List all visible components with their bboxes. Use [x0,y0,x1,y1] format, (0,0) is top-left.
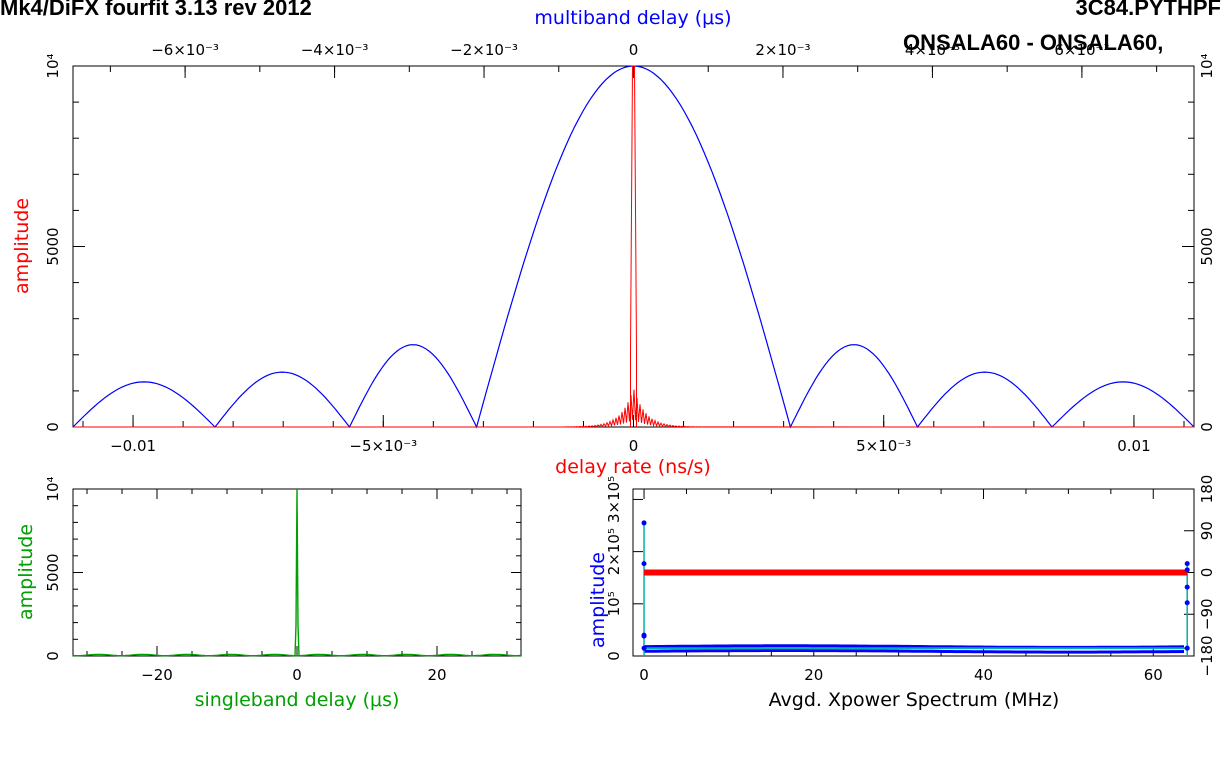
header-right-title: 3C84.PYTHPF [1076,0,1222,20]
main-ytick-label: 5000 [44,227,62,265]
xpower-y2tick-label: −180 [1198,635,1216,676]
main-ylabel: amplitude [11,198,33,294]
xpower-amplitude-point [1184,584,1190,590]
main-top-xtick-label: −2×10⁻³ [450,41,518,59]
main-top-xtick-label: −6×10⁻³ [151,41,219,59]
main-bottom-xtick-label: 5×10⁻³ [856,437,911,455]
singleband-xtick-label: 0 [292,666,302,684]
singleband-ytick-label: 5000 [44,553,62,591]
main-top-xtick-label: −4×10⁻³ [301,41,369,59]
singleband-ylabel: amplitude [15,524,37,620]
xpower-xtick-label: 60 [1144,666,1163,684]
main-bottom-xlabel: delay rate (ns/s) [555,456,711,478]
singleband-ytick-label: 0 [44,651,62,661]
xpower-amplitude-point [641,561,647,567]
xpower-amplitude-band-top [644,644,1185,649]
xpower-amplitude-point [1184,567,1190,573]
main-bottom-xtick-label: −5×10⁻³ [349,437,417,455]
xpower-amplitude-point [1184,600,1190,606]
main-ytick-label-right: 5000 [1198,227,1216,265]
xpower-y2tick-label: 180 [1198,475,1216,504]
xpower-ticks: 0 20 40 60 0 10⁵ 2×10⁵ 3×10⁵ −180 −90 0 90 180 [605,475,1216,684]
delay-rate-series [73,65,1195,428]
main-bottom-xtick-label: −0.01 [110,437,156,455]
singleband-xtick-label: 20 [427,666,446,684]
xpower-amplitude-point [641,645,647,651]
main-top-xtick-label: 2×10⁻³ [755,41,810,59]
xpower-amplitude-point [641,633,647,639]
singleband-xlabel: singleband delay (μs) [195,689,400,711]
xpower-xtick-label: 0 [639,666,649,684]
xpower-amplitude-point [1184,645,1190,651]
xpower-ylabel: amplitude [587,552,609,648]
main-bottom-xtick-label: 0.01 [1117,437,1150,455]
main-bottom-xtick-label: 0 [629,437,639,455]
xpower-series [641,520,1190,656]
main-ytick-label: 0 [44,422,62,432]
singleband-ytick-label: 10⁴ [44,476,62,501]
xpower-y2tick-label: 0 [1198,568,1216,578]
xpower-xtick-label: 20 [804,666,823,684]
xpower-ytick-label: 2×10⁵ [605,528,623,575]
main-top-xlabel: multiband delay (μs) [534,7,731,29]
xpower-ytick-label: 10⁵ [605,591,623,616]
header-left-title: Mk4/DiFX fourfit 3.13 rev 2012 [0,0,312,20]
main-ytick-label-right: 0 [1198,422,1216,432]
xpower-amplitude-point [641,520,647,526]
xpower-y2tick-label: −90 [1198,598,1216,630]
xpower-amplitude-band-bottom [644,649,1185,654]
xpower-xlabel: Avgd. Xpower Spectrum (MHz) [769,689,1060,711]
singleband-xtick-label: −20 [141,666,173,684]
main-top-xtick-label: 0 [629,41,639,59]
xpower-ytick-label: 3×10⁵ [605,476,623,523]
xpower-panel: 0 20 40 60 0 10⁵ 2×10⁵ 3×10⁵ −180 −90 0 90 180 ampli… [587,475,1216,711]
main-top-xtick-label: 6×10⁻³ [1054,41,1109,59]
main-panel: 0 0 5000 5000 10⁴ 10⁴ −6×10⁻³ −4×10⁻³ −2×10⁻³ 0 2×… [11,7,1216,478]
xpower-y2tick-label: 90 [1198,521,1216,540]
multiband-delay-series [72,65,1195,429]
singleband-panel: −20 0 20 0 5000 10⁴ amplitude singleband dela… [15,476,522,711]
xpower-ytick-label: 0 [605,651,623,661]
singleband-ticks: −20 0 20 0 5000 10⁴ [44,476,521,684]
xpower-amplitude-point [1184,561,1190,567]
main-ytick-label-right: 10⁴ [1198,53,1216,78]
xpower-xtick-label: 40 [974,666,993,684]
main-ytick-label: 10⁴ [44,53,62,78]
main-top-xtick-label: 4×10⁻³ [905,41,960,59]
singleband-delay-series [72,488,522,657]
main-panel-ticks: 0 0 5000 5000 10⁴ 10⁴ −6×10⁻³ −4×10⁻³ −2×10⁻³ 0 2×… [44,41,1216,455]
main-panel-frame [72,65,1195,428]
header-right-subtitle: ONSALA60 - ONSALA60, [903,30,1163,55]
